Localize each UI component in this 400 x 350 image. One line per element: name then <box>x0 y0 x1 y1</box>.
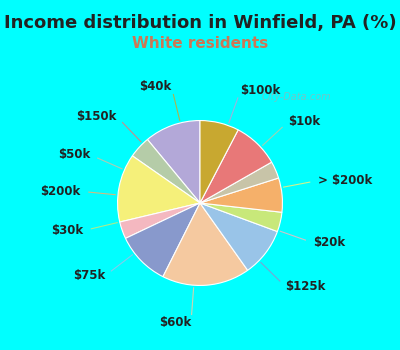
Wedge shape <box>120 203 200 238</box>
Text: $200k: $200k <box>41 185 81 198</box>
Text: $10k: $10k <box>288 116 320 128</box>
Wedge shape <box>200 130 272 203</box>
Wedge shape <box>126 203 200 276</box>
Wedge shape <box>132 140 200 203</box>
Text: $125k: $125k <box>286 280 326 293</box>
Text: $150k: $150k <box>76 110 117 123</box>
Wedge shape <box>200 120 238 203</box>
Wedge shape <box>118 156 200 222</box>
Wedge shape <box>200 203 282 232</box>
Text: Income distribution in Winfield, PA (%): Income distribution in Winfield, PA (%) <box>4 14 396 32</box>
Text: White residents: White residents <box>132 36 268 51</box>
Wedge shape <box>200 178 282 212</box>
Text: $50k: $50k <box>58 148 90 161</box>
Text: $20k: $20k <box>313 236 345 249</box>
Wedge shape <box>200 203 277 270</box>
Text: $30k: $30k <box>52 224 84 237</box>
Wedge shape <box>200 162 278 203</box>
Wedge shape <box>163 203 248 286</box>
Text: $100k: $100k <box>240 84 281 97</box>
Text: > $200k: > $200k <box>318 174 372 187</box>
Text: $60k: $60k <box>159 316 191 329</box>
Text: $75k: $75k <box>73 269 105 282</box>
Text: City-Data.com: City-Data.com <box>261 92 331 102</box>
Wedge shape <box>148 120 200 203</box>
Text: $40k: $40k <box>139 80 172 93</box>
